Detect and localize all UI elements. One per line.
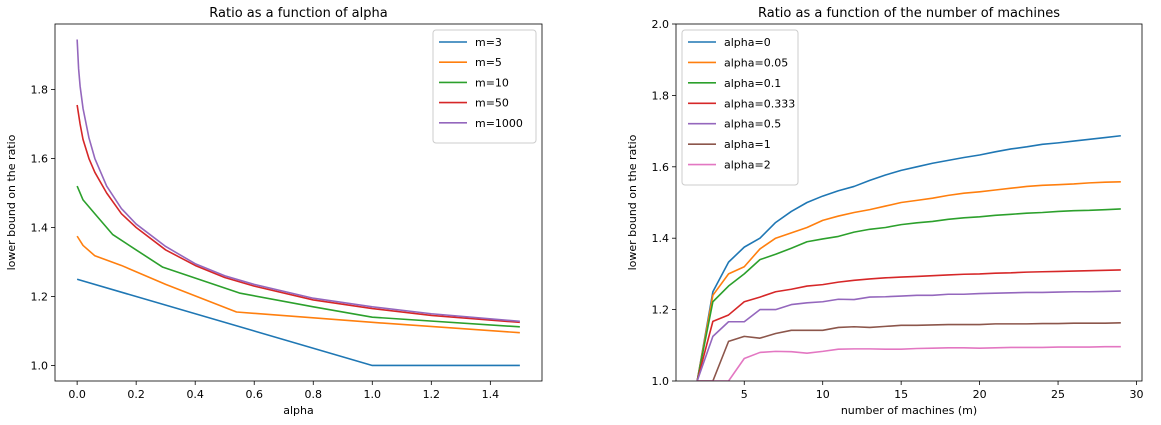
x-tick-label: 15 — [894, 388, 908, 401]
chart-1: 0.0 0.2 0.4 0.6 0.8 1.0 1.2 1.4 1.0 1.2 1.4 1.6 1.8 R… — [5, 6, 543, 417]
x-tick-label: 0.6 — [245, 388, 263, 401]
series-line-alpha=0.1 — [696, 208, 1121, 381]
legend-box — [681, 29, 799, 186]
y-axis-label: lower bound on the ratio — [5, 134, 18, 270]
legend-label: alpha=0.333 — [724, 97, 795, 110]
y-tick-label: 2.0 — [652, 18, 670, 31]
plot-frame — [675, 23, 1143, 382]
legend-label: alpha=0.1 — [724, 77, 781, 90]
legend-label: m=50 — [475, 97, 509, 110]
series-line-alpha=0.05 — [696, 180, 1121, 381]
y-tick-label: 1.0 — [652, 375, 670, 388]
chart-title: Ratio as a function of the number of mac… — [758, 6, 1060, 21]
series-line-alpha=0.333 — [696, 269, 1121, 381]
legend-label: m=3 — [475, 36, 502, 49]
legend-label: alpha=0 — [724, 36, 771, 49]
y-tick-label: 1.8 — [652, 89, 670, 102]
y-tick-label: 1.4 — [31, 222, 49, 235]
series-group — [76, 39, 520, 367]
x-tick-label: 20 — [973, 388, 987, 401]
x-tick-label: 0.2 — [127, 388, 145, 401]
series-line-m=1000 — [76, 39, 520, 323]
y-tick-label: 1.8 — [31, 84, 49, 97]
x-tick-label: 30 — [1130, 388, 1144, 401]
series-line-alpha=0 — [696, 134, 1121, 381]
y-tick-label: 1.2 — [652, 304, 670, 317]
chart-title: Ratio as a function of alpha — [209, 6, 387, 21]
x-tick-label: 1.0 — [364, 388, 382, 401]
legend-label: alpha=0.05 — [724, 56, 788, 69]
x-tick-label: 0.0 — [68, 388, 86, 401]
x-tick-label: 0.8 — [305, 388, 323, 401]
chart-2: 5 10 15 20 25 30 1.0 1.2 1.4 1.6 1.8 2.0 Ratio as a … — [626, 6, 1144, 417]
plot-frame — [54, 23, 543, 382]
x-tick-label: 5 — [741, 388, 748, 401]
legend: alpha=0 alpha=0.05 alpha=0.1 alpha=0.333 alp… — [681, 29, 799, 186]
series-line-m=5 — [76, 235, 520, 334]
y-tick-label: 1.6 — [652, 161, 670, 174]
legend: m=3 m=5 m=10 m=50 m=1000 — [432, 29, 537, 144]
y-tick-label: 1.2 — [31, 290, 49, 303]
y-tick-label: 1.6 — [31, 153, 49, 166]
series-line-m=3 — [76, 278, 520, 367]
x-axis-label: alpha — [283, 404, 314, 417]
series-group — [696, 134, 1121, 381]
series-line-m=50 — [76, 104, 520, 324]
legend-label: alpha=1 — [724, 138, 771, 151]
legend-label: alpha=0.5 — [724, 118, 781, 131]
x-tick-label: 1.2 — [423, 388, 441, 401]
series-line-alpha=1 — [697, 322, 1121, 381]
x-axis-label: number of machines (m) — [841, 404, 977, 417]
x-tick-label: 10 — [816, 388, 830, 401]
y-tick-label: 1.0 — [31, 359, 49, 372]
y-axis-label: lower bound on the ratio — [626, 134, 639, 270]
series-line-alpha=0.5 — [696, 290, 1121, 381]
legend-label: m=10 — [475, 76, 509, 89]
legend-label: m=1000 — [475, 117, 523, 130]
legend-label: alpha=2 — [724, 159, 771, 172]
series-line-m=10 — [76, 185, 520, 328]
legend-label: m=5 — [475, 56, 502, 69]
x-tick-label: 25 — [1051, 388, 1065, 401]
y-tick-label: 1.4 — [652, 232, 670, 245]
x-tick-label: 0.4 — [186, 388, 204, 401]
x-tick-label: 1.4 — [482, 388, 500, 401]
legend-box — [432, 29, 537, 144]
series-line-alpha=2 — [697, 345, 1121, 381]
